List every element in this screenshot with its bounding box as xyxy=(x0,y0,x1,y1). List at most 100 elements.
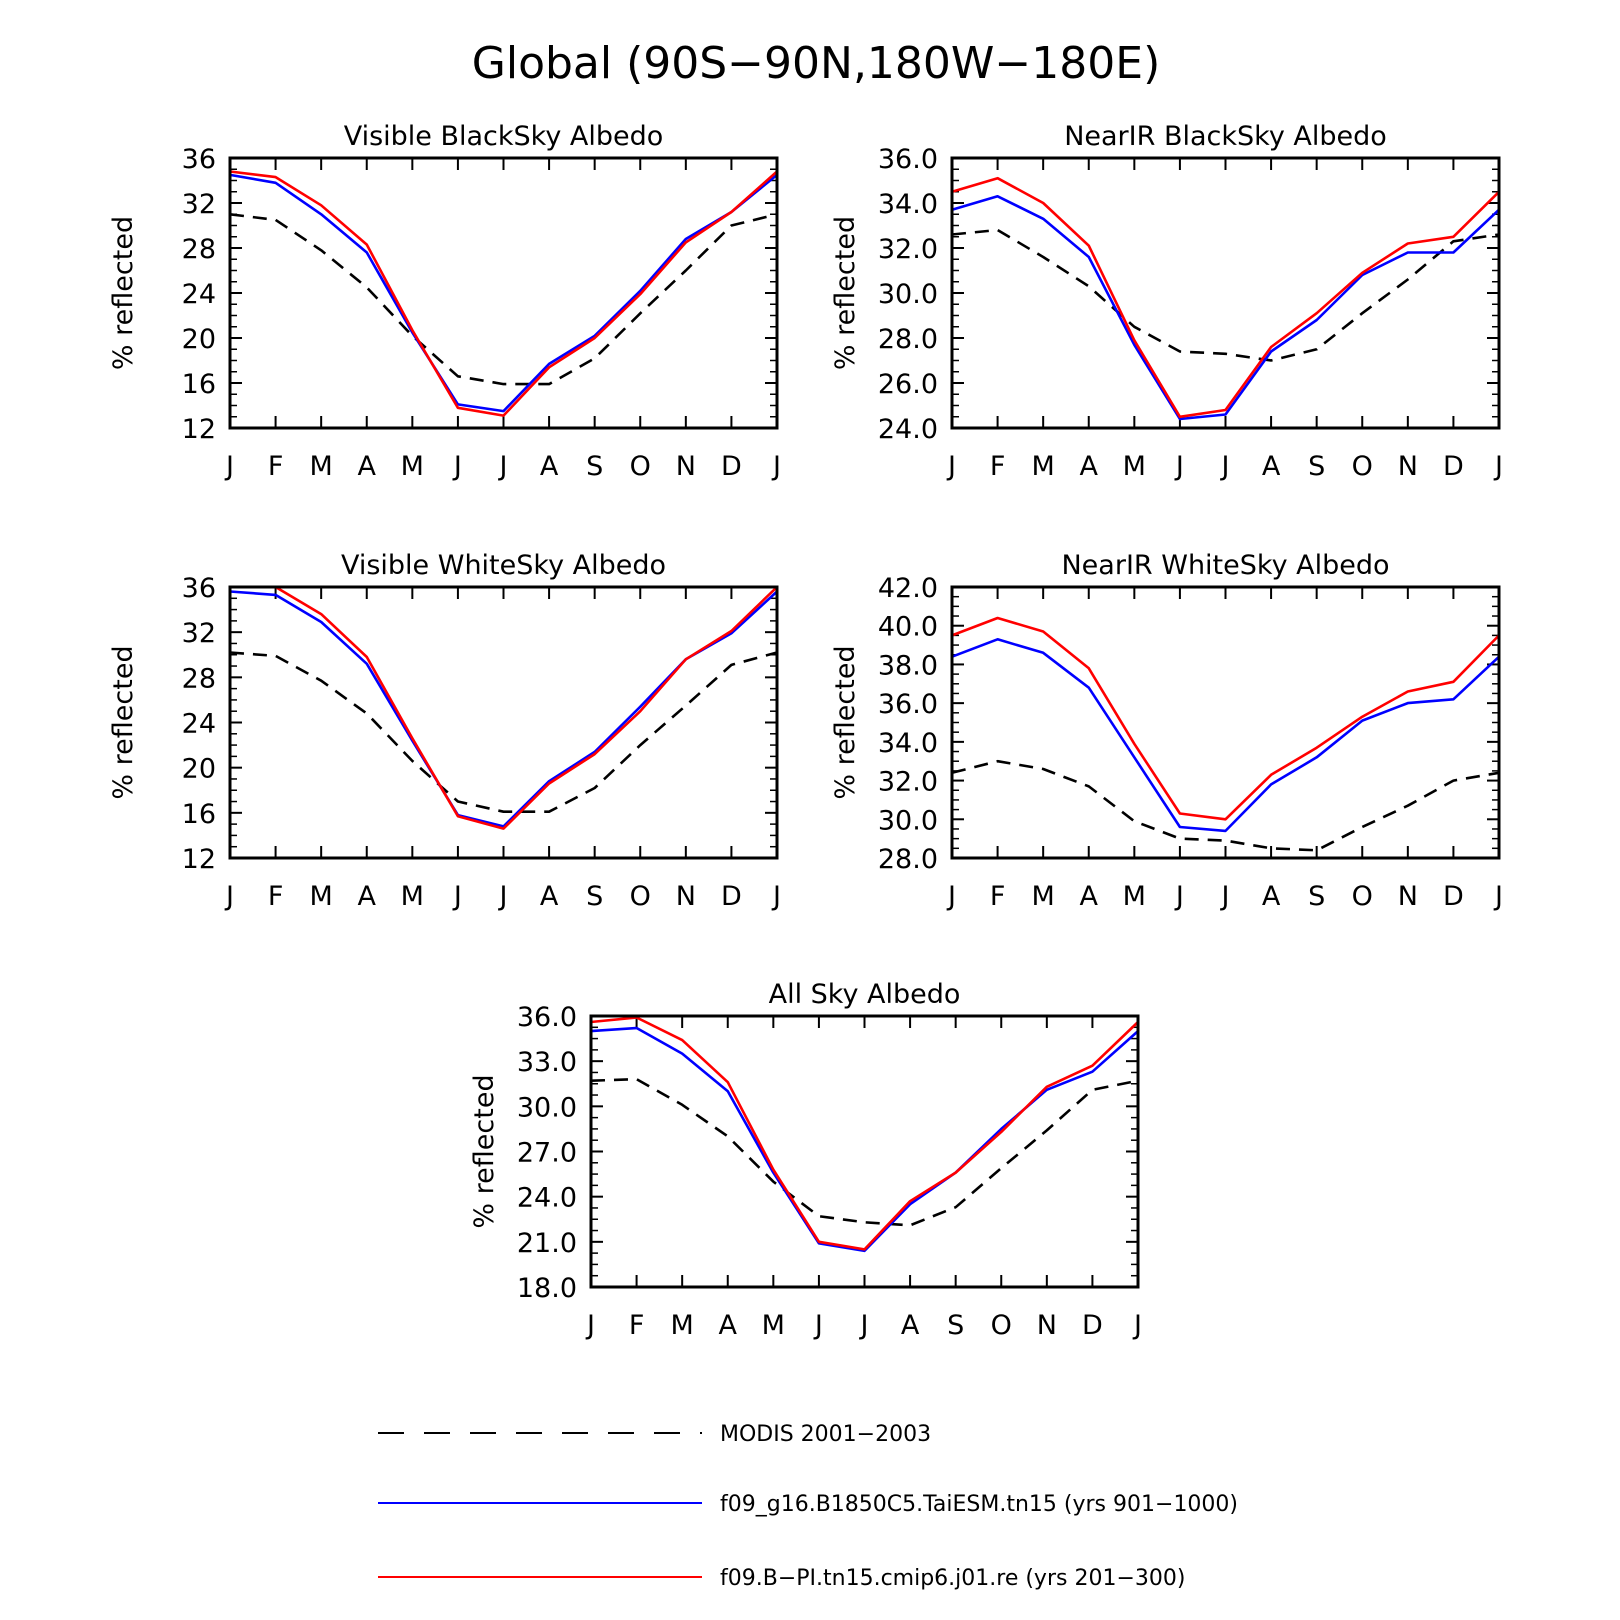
x-tick-label: J xyxy=(771,451,781,482)
series-line-red xyxy=(230,585,778,830)
x-tick-label: J xyxy=(498,881,508,912)
y-tick-label: 24 xyxy=(182,709,216,740)
y-tick-label: 18.0 xyxy=(517,1273,577,1304)
x-tick-label: J xyxy=(452,881,462,912)
x-tick-label: J xyxy=(452,451,462,482)
y-tick-label: 38.0 xyxy=(878,650,938,681)
x-tick-label: M xyxy=(310,881,333,912)
x-tick-label: A xyxy=(358,881,377,912)
plot-frame xyxy=(950,156,1501,430)
x-tick-label: J xyxy=(813,1310,823,1341)
y-tick-label: 36.0 xyxy=(878,144,938,175)
x-tick-label: M xyxy=(1123,451,1146,482)
y-tick-label: 24.0 xyxy=(517,1183,577,1214)
x-tick-label: A xyxy=(1080,881,1099,912)
y-tick-label: 28.0 xyxy=(878,844,938,875)
plot-frame xyxy=(950,585,1501,860)
x-tick-label: N xyxy=(676,881,696,912)
x-tick-label: M xyxy=(310,451,333,482)
x-tick-label: J xyxy=(1174,881,1184,912)
y-tick-label: 21.0 xyxy=(517,1228,577,1259)
x-tick-label: M xyxy=(401,881,424,912)
series-line-modis xyxy=(229,213,778,386)
x-tick-label: D xyxy=(721,881,742,912)
x-tick-label: J xyxy=(771,881,781,912)
x-tick-label: A xyxy=(358,451,377,482)
x-tick-label: A xyxy=(1262,451,1281,482)
y-tick-label: 36 xyxy=(182,144,216,175)
x-tick-label: O xyxy=(1352,451,1373,482)
series-line-blue xyxy=(229,173,778,413)
x-tick-label: A xyxy=(540,881,559,912)
x-tick-label: J xyxy=(1493,451,1503,482)
y-tick-label: 32.0 xyxy=(878,767,938,798)
y-axis-label: % reflected xyxy=(830,645,861,799)
plot-frame xyxy=(228,585,779,860)
y-tick-label: 24.0 xyxy=(878,414,938,445)
x-tick-label: O xyxy=(630,881,651,912)
x-tick-label: S xyxy=(586,451,603,482)
x-tick-label: N xyxy=(1398,881,1418,912)
plot-frame xyxy=(228,156,779,430)
x-tick-label: O xyxy=(1352,881,1373,912)
x-tick-label: N xyxy=(1037,1310,1057,1341)
x-tick-label: J xyxy=(585,1310,595,1341)
x-tick-label: J xyxy=(1132,1310,1142,1341)
plot-frame xyxy=(589,1014,1140,1289)
panel-title: Visible WhiteSky Albedo xyxy=(341,550,666,581)
x-tick-label: S xyxy=(586,881,603,912)
y-tick-label: 26.0 xyxy=(878,369,938,400)
x-tick-label: F xyxy=(268,451,284,482)
x-tick-label: M xyxy=(1123,881,1146,912)
y-tick-label: 36.0 xyxy=(517,1002,577,1033)
x-tick-label: J xyxy=(946,451,956,482)
figure-title: Global (90S−90N,180W−180E) xyxy=(472,38,1161,89)
y-tick-label: 33.0 xyxy=(517,1047,577,1078)
x-tick-label: J xyxy=(1493,881,1503,912)
series-line-blue xyxy=(590,1026,1139,1253)
x-tick-label: D xyxy=(1443,881,1464,912)
x-tick-label: D xyxy=(1443,451,1464,482)
x-tick-label: J xyxy=(1220,881,1230,912)
series-line-red xyxy=(951,616,1500,821)
series-line-blue xyxy=(229,590,778,828)
y-tick-label: 42.0 xyxy=(878,573,938,604)
x-tick-label: O xyxy=(630,451,651,482)
series-line-blue xyxy=(951,637,1500,833)
series-line-modis xyxy=(951,759,1500,852)
y-tick-label: 36 xyxy=(182,573,216,604)
x-tick-label: A xyxy=(901,1310,920,1341)
x-tick-label: A xyxy=(719,1310,738,1341)
y-tick-label: 20 xyxy=(182,754,216,785)
y-tick-label: 32 xyxy=(182,618,216,649)
x-tick-label: O xyxy=(991,1310,1012,1341)
y-tick-label: 16 xyxy=(182,369,216,400)
series-line-modis xyxy=(229,651,778,814)
x-tick-label: J xyxy=(946,881,956,912)
panel-title: Visible BlackSky Albedo xyxy=(344,121,664,152)
x-tick-label: N xyxy=(1398,451,1418,482)
legend-label-3: f09.B−PI.tn15.cmip6.j01.re (yrs 201−300) xyxy=(720,1566,1185,1591)
x-tick-label: S xyxy=(947,1310,964,1341)
panel-title: All Sky Albedo xyxy=(769,979,961,1010)
x-tick-label: J xyxy=(224,881,234,912)
y-tick-label: 34.0 xyxy=(878,728,938,759)
x-tick-label: F xyxy=(629,1310,645,1341)
x-tick-label: D xyxy=(721,451,742,482)
x-tick-label: A xyxy=(1262,881,1281,912)
series-line-red xyxy=(951,176,1500,419)
y-tick-label: 28 xyxy=(182,663,216,694)
x-tick-label: J xyxy=(1174,451,1184,482)
y-tick-label: 12 xyxy=(182,414,216,445)
y-tick-label: 27.0 xyxy=(517,1138,577,1169)
series-line-blue xyxy=(951,195,1500,421)
y-tick-label: 24 xyxy=(182,279,216,310)
y-tick-label: 32 xyxy=(182,189,216,220)
series-line-red xyxy=(229,170,778,417)
y-tick-label: 32.0 xyxy=(878,234,938,265)
y-tick-label: 30.0 xyxy=(517,1092,577,1123)
